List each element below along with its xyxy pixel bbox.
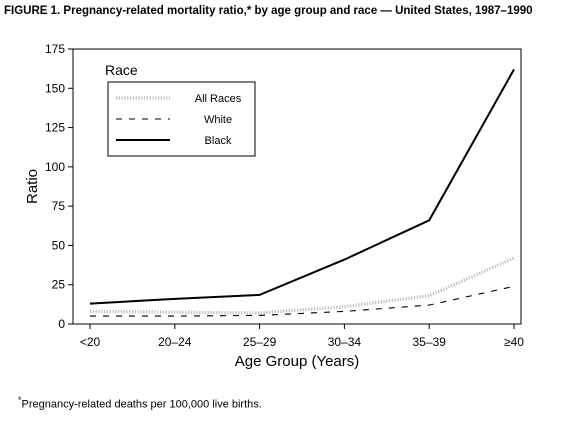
legend: Race All Races White Black xyxy=(105,62,256,157)
figure-title: FIGURE 1. Pregnancy-related mortality ra… xyxy=(4,5,533,17)
x-tick-label: ≥40 xyxy=(504,335,524,349)
axes: 0 25 50 75 100 125 150 175 <20 20–24 25–29 30–34 35–… xyxy=(24,42,524,370)
x-axis-title: Age Group (Years) xyxy=(235,353,360,370)
y-tick-label: 150 xyxy=(45,81,65,95)
x-tick-label: 20–24 xyxy=(158,335,192,349)
series-line-all-races xyxy=(89,256,515,315)
series-line-black xyxy=(89,68,515,305)
x-tick-label: 25–29 xyxy=(243,335,277,349)
y-tick-label: 0 xyxy=(58,317,65,331)
footnote: *Pregnancy-related deaths per 100,000 li… xyxy=(18,395,262,411)
series-lines xyxy=(89,68,515,317)
plot-frame xyxy=(72,48,522,325)
legend-label-black: Black xyxy=(205,135,232,147)
x-tick-label: 35–39 xyxy=(413,335,447,349)
footnote-text: Pregnancy-related deaths per 100,000 liv… xyxy=(21,398,262,411)
y-axis-title: Ratio xyxy=(24,169,41,204)
y-tick-label: 50 xyxy=(52,238,66,252)
legend-label-all-races: All Races xyxy=(195,93,242,105)
x-tick-label: 30–34 xyxy=(328,335,362,349)
series-line-white xyxy=(90,285,515,317)
y-tick-label: 75 xyxy=(52,199,66,213)
y-tick-label: 175 xyxy=(45,42,65,56)
footnote-marker: * xyxy=(18,395,22,405)
x-tick-label: <20 xyxy=(80,335,101,349)
y-tick-label: 25 xyxy=(52,278,66,292)
y-tick-label: 100 xyxy=(45,160,65,174)
y-tick-label: 125 xyxy=(45,121,65,135)
legend-label-white: White xyxy=(204,114,232,126)
legend-title: Race xyxy=(105,62,138,78)
